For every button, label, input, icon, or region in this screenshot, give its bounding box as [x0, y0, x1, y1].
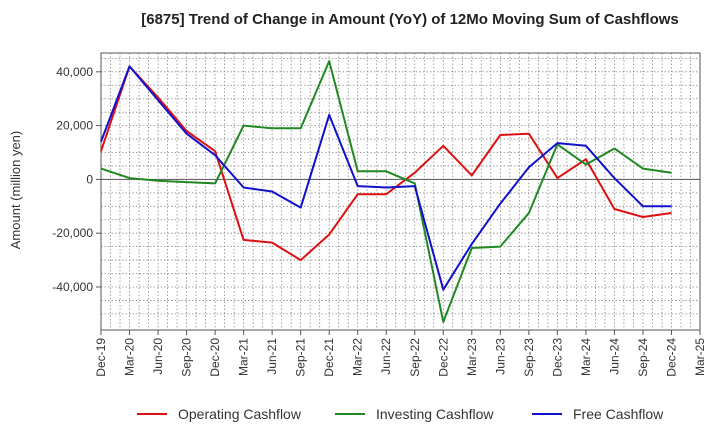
x-tick-label: Jun-22: [379, 338, 393, 375]
x-tick-label: Mar-24: [579, 338, 593, 376]
x-tick-label: Mar-25: [693, 338, 707, 376]
y-tick-label: 0: [86, 172, 93, 186]
series-lines: [100, 60, 672, 323]
x-tick-label: Sep-23: [522, 338, 536, 377]
investing-cashflow-legend-label: Investing Cashflow: [376, 406, 494, 422]
y-tick-label: -40,000: [52, 280, 93, 294]
x-tick-label: Jun-20: [151, 338, 165, 375]
x-tick-label: Dec-19: [94, 338, 108, 377]
plot-frame: [100, 52, 701, 331]
free-cashflow-legend-label: Free Cashflow: [573, 406, 664, 422]
x-tick-label: Dec-21: [322, 338, 336, 377]
y-axis-ticks: -40,000 -20,000 0 20,000 40,000: [52, 65, 101, 294]
x-tick-label: Dec-23: [550, 338, 564, 377]
x-tick-label: Jun-24: [607, 338, 621, 375]
x-tick-label: Dec-24: [664, 338, 678, 377]
x-tick-label: Jun-23: [493, 338, 507, 375]
legend: Operating Cashflow Investing Cashflow Free…: [137, 406, 664, 422]
investing-cashflow-line: [100, 60, 672, 323]
x-tick-label: Sep-22: [408, 338, 422, 377]
operating-cashflow-line: [100, 65, 672, 262]
y-tick-label: 40,000: [56, 65, 93, 79]
x-tick-label: Sep-20: [180, 338, 194, 377]
x-tick-label: Sep-21: [294, 338, 308, 377]
x-tick-label: Sep-24: [636, 338, 650, 377]
x-tick-label: Dec-22: [436, 338, 450, 377]
x-tick-label: Mar-20: [123, 338, 137, 376]
chart-title: [6875] Trend of Change in Amount (YoY) o…: [141, 11, 679, 28]
y-tick-label: 20,000: [56, 119, 93, 133]
y-tick-label: -20,000: [52, 226, 93, 240]
free-cashflow-line: [100, 65, 672, 291]
operating-cashflow-legend-label: Operating Cashflow: [178, 406, 302, 422]
x-tick-label: Mar-21: [237, 338, 251, 376]
x-tick-label: Dec-20: [208, 338, 222, 377]
x-axis-ticks: Dec-19 Mar-20 Jun-20 Sep-20 Dec-20 Mar-21 Jun-…: [94, 330, 707, 377]
plot-grid: [100, 53, 700, 330]
x-tick-label: Mar-22: [351, 338, 365, 376]
x-tick-label: Mar-23: [465, 338, 479, 376]
x-tick-label: Jun-21: [265, 338, 279, 375]
y-axis-label: Amount (million yen): [8, 131, 23, 250]
